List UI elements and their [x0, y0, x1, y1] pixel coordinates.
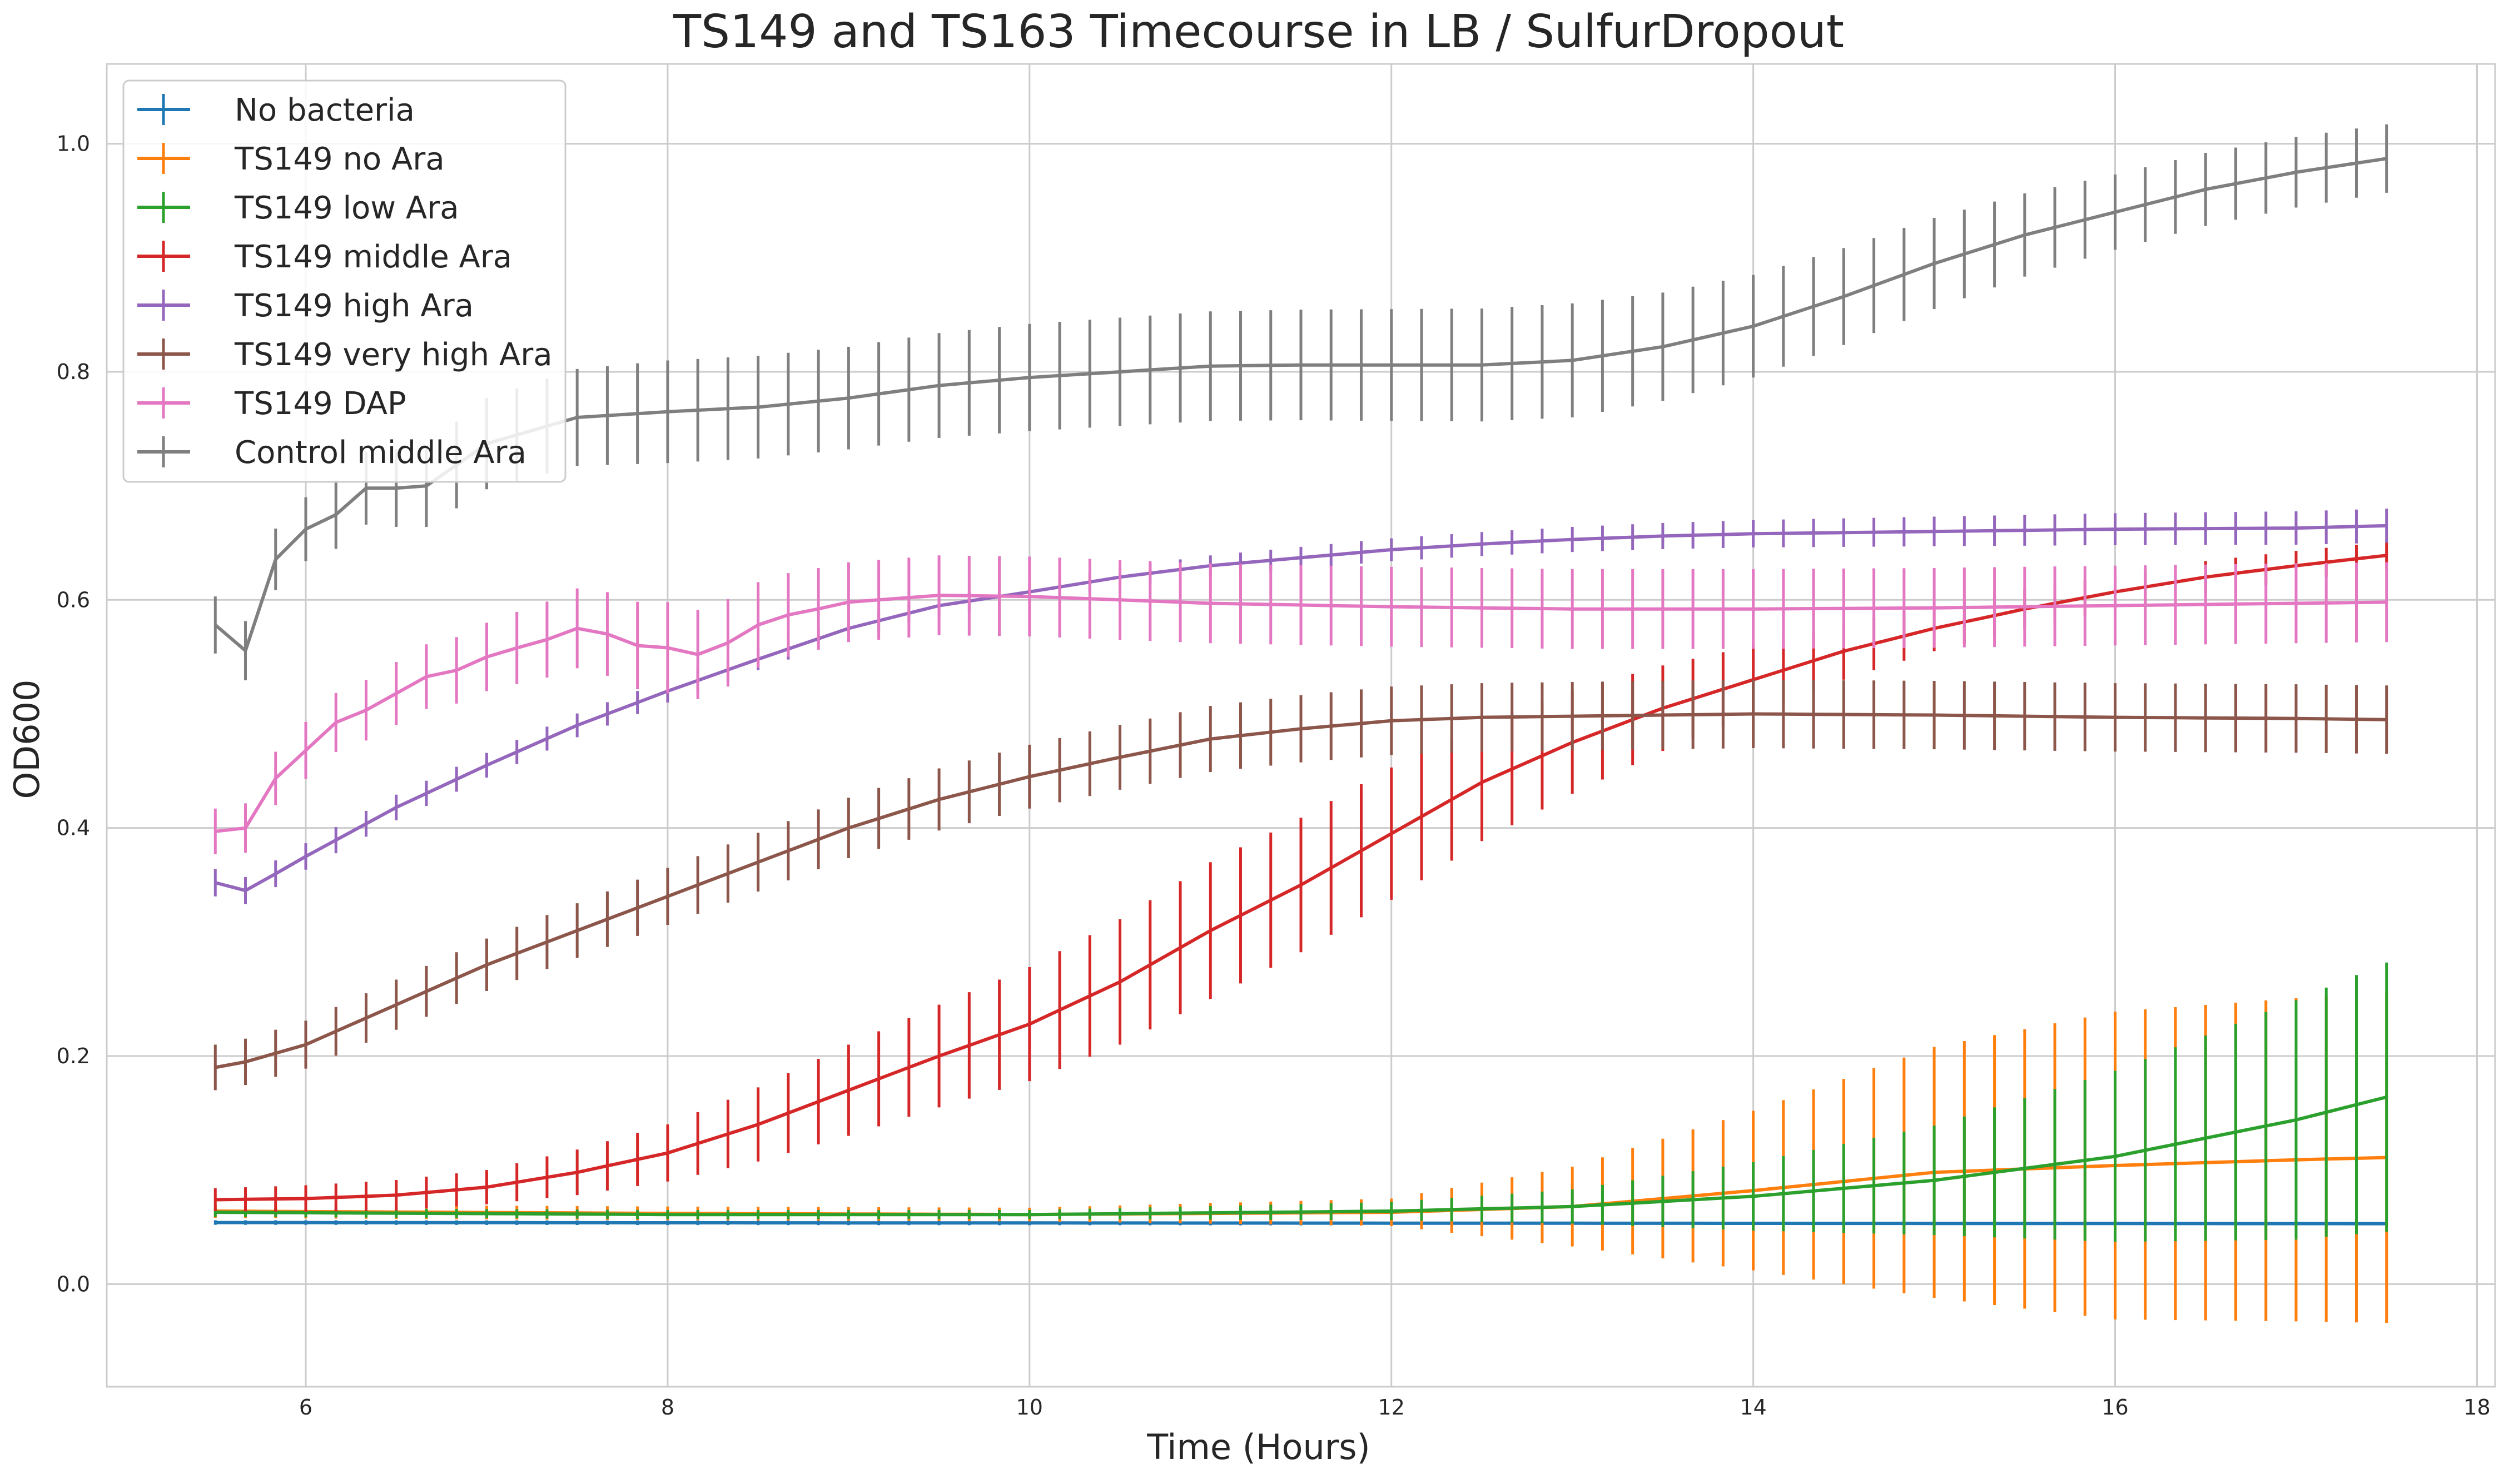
legend-item: TS149 very high Ara: [137, 337, 553, 373]
y-tick-label: 0.2: [57, 1044, 90, 1068]
legend-item: TS149 high Ara: [137, 288, 474, 324]
legend-item: No bacteria: [137, 92, 415, 128]
series-line: [215, 1095, 2387, 1217]
legend-label: TS149 very high Ara: [234, 337, 553, 373]
x-tick-label: 12: [1378, 1395, 1405, 1420]
y-tick-label: 1.0: [57, 132, 90, 156]
legend-label: TS149 DAP: [234, 386, 406, 422]
x-tick-label: 16: [2101, 1395, 2128, 1420]
legend-item: TS149 middle Ara: [137, 239, 512, 275]
tick-labels: 6 8 10 12 14 16 18 0.0 0.2 0.4 0.6 0.8 1.0: [57, 132, 2491, 1420]
y-axis-label: OD600: [7, 680, 47, 799]
legend-item: Control middle Ara: [137, 435, 526, 471]
x-tick-label: 8: [661, 1395, 674, 1420]
legend-label: TS149 high Ara: [234, 288, 474, 324]
series-line: [215, 594, 2387, 833]
legend-label: No bacteria: [235, 92, 415, 128]
chart-title: TS149 and TS163 Timecourse in LB / Sulfu…: [673, 6, 1844, 58]
series-control-middle-ara: [213, 124, 2388, 681]
legend-label: Control middle Ara: [235, 435, 526, 471]
series-ts149-very-high-ara: [213, 679, 2388, 1090]
series-layer: [213, 124, 2388, 1323]
series-line: [215, 712, 2387, 1069]
series-ts149-dap: [213, 555, 2388, 854]
legend-label: TS149 low Ara: [234, 190, 459, 226]
x-tick-label: 6: [299, 1395, 312, 1420]
series-ts149-low-ara: [213, 962, 2388, 1242]
series-line: [215, 524, 2387, 893]
legend-box: [122, 79, 567, 483]
legend-label: TS149 middle Ara: [234, 239, 512, 275]
legend-item: TS149 DAP: [137, 386, 406, 422]
y-tick-label: 0.0: [57, 1272, 90, 1296]
y-tick-label: 0.6: [57, 587, 90, 612]
legend: No bacteria TS149 no Ara TS149 low Ara TS14…: [122, 79, 567, 483]
x-tick-label: 10: [1016, 1395, 1043, 1420]
series-line: [214, 157, 2387, 653]
legend-item: TS149 low Ara: [137, 190, 459, 226]
y-tick-label: 0.8: [57, 360, 90, 384]
legend-item: TS149 no Ara: [137, 141, 445, 177]
x-axis-label: Time (Hours): [1146, 1427, 1370, 1467]
x-tick-label: 18: [2463, 1395, 2490, 1420]
x-tick-label: 14: [1740, 1395, 1766, 1420]
plot-frame: [106, 63, 2496, 1388]
y-tick-label: 0.4: [57, 816, 90, 840]
legend-label: TS149 no Ara: [234, 141, 445, 177]
